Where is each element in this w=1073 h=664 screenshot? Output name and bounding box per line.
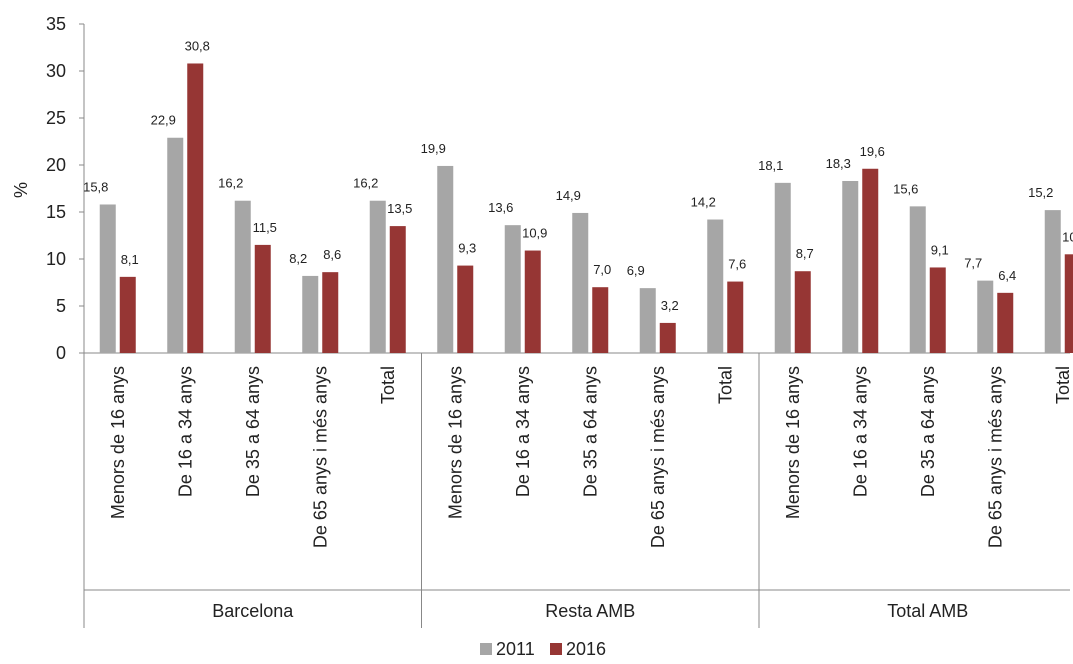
data-label-2011: 7,7 bbox=[964, 256, 982, 271]
category-label: Total bbox=[1053, 366, 1073, 404]
data-label-2016: 6,4 bbox=[998, 268, 1016, 283]
group-label: Resta AMB bbox=[545, 601, 635, 621]
data-label-2011: 14,2 bbox=[691, 195, 716, 210]
bar-2011 bbox=[167, 137, 184, 353]
data-label-2016: 7,6 bbox=[728, 257, 746, 272]
category-label: Menors de 16 anys bbox=[108, 366, 128, 519]
bar-2011 bbox=[639, 288, 656, 353]
data-label-2016: 10,9 bbox=[522, 226, 547, 241]
y-tick-label: 5 bbox=[56, 296, 66, 316]
data-label-2016: 11,5 bbox=[253, 220, 277, 235]
data-label-2016: 9,3 bbox=[458, 241, 476, 256]
bar-2011 bbox=[572, 212, 589, 353]
data-label-2011: 8,2 bbox=[289, 251, 307, 266]
bar-2016 bbox=[659, 322, 676, 353]
data-label-2016: 10,5 bbox=[1062, 229, 1073, 244]
legend-swatch-2011 bbox=[480, 643, 492, 655]
data-label-2011: 14,9 bbox=[556, 188, 581, 203]
category-label: De 16 a 34 anys bbox=[850, 366, 870, 497]
y-tick-label: 35 bbox=[46, 14, 66, 34]
bar-2011 bbox=[774, 182, 791, 353]
y-tick-label: 30 bbox=[46, 61, 66, 81]
bar-2016 bbox=[187, 63, 204, 353]
labels: 15,8 8,1 Menors de 16 anys 22,9 30,8 De 16 a … bbox=[83, 38, 1073, 621]
bar-2011 bbox=[504, 225, 521, 353]
y-tick-label: 20 bbox=[46, 155, 66, 175]
group-label: Total AMB bbox=[887, 601, 968, 621]
data-label-2011: 18,1 bbox=[758, 158, 783, 173]
category-label: De 65 anys i més anys bbox=[985, 366, 1005, 548]
category-label: De 65 anys i més anys bbox=[310, 366, 330, 548]
bar-2011 bbox=[909, 206, 926, 353]
category-label: Total bbox=[715, 366, 735, 404]
bar-2011 bbox=[977, 280, 994, 353]
bar-2011 bbox=[437, 165, 454, 353]
data-label-2016: 30,8 bbox=[185, 38, 210, 53]
data-label-2016: 13,5 bbox=[387, 201, 412, 216]
y-tick-label: 15 bbox=[46, 202, 66, 222]
y-tick-label: 10 bbox=[46, 249, 66, 269]
data-label-2011: 15,2 bbox=[1028, 185, 1053, 200]
data-label-2016: 9,1 bbox=[931, 242, 949, 257]
bar-2011 bbox=[302, 275, 319, 353]
data-label-2016: 3,2 bbox=[661, 298, 679, 313]
bar-2011 bbox=[369, 200, 386, 353]
category-label: De 35 a 64 anys bbox=[580, 366, 600, 497]
category-label: De 35 a 64 anys bbox=[243, 366, 263, 497]
bar-2016 bbox=[254, 244, 271, 353]
bar-2016 bbox=[119, 276, 136, 353]
bar-2016 bbox=[524, 250, 541, 353]
data-label-2016: 19,6 bbox=[860, 144, 885, 159]
category-label: De 16 a 34 anys bbox=[175, 366, 195, 497]
category-label: De 65 anys i més anys bbox=[648, 366, 668, 548]
legend-label-2016: 2016 bbox=[566, 639, 606, 659]
group-label: Barcelona bbox=[212, 601, 294, 621]
legend: 2011 2016 bbox=[480, 639, 606, 659]
bar-2016 bbox=[862, 168, 879, 353]
category-label: Total bbox=[378, 366, 398, 404]
bar-2011 bbox=[1044, 210, 1061, 353]
category-label: De 16 a 34 anys bbox=[513, 366, 533, 497]
bar-2011 bbox=[842, 180, 859, 353]
category-label: Menors de 16 anys bbox=[445, 366, 465, 519]
bar-2016 bbox=[389, 226, 406, 353]
bar-2016 bbox=[457, 265, 474, 353]
bar-2016 bbox=[592, 287, 609, 353]
category-label: Menors de 16 anys bbox=[783, 366, 803, 519]
category-label: De 35 a 64 anys bbox=[918, 366, 938, 497]
y-axis-title: % bbox=[11, 182, 31, 198]
bar-2011 bbox=[234, 200, 251, 353]
bar-2016 bbox=[997, 292, 1014, 353]
data-label-2011: 13,6 bbox=[488, 200, 513, 215]
data-label-2016: 8,1 bbox=[121, 252, 139, 267]
bar-2016 bbox=[929, 267, 946, 353]
data-label-2011: 15,8 bbox=[83, 179, 108, 194]
data-label-2011: 16,2 bbox=[218, 176, 243, 191]
bars bbox=[99, 63, 1073, 353]
data-label-2016: 7,0 bbox=[593, 262, 611, 277]
data-label-2011: 22,9 bbox=[151, 113, 176, 128]
bar-2016 bbox=[727, 281, 744, 353]
bar-2011 bbox=[99, 204, 116, 353]
bar-2011 bbox=[707, 219, 724, 353]
bar-2016 bbox=[322, 272, 339, 353]
data-label-2011: 19,9 bbox=[421, 141, 446, 156]
bar-2016 bbox=[794, 271, 811, 353]
data-label-2016: 8,7 bbox=[796, 246, 814, 261]
data-label-2011: 18,3 bbox=[826, 156, 851, 171]
data-label-2011: 15,6 bbox=[893, 181, 918, 196]
bar-2016 bbox=[1064, 254, 1073, 353]
legend-label-2011: 2011 bbox=[496, 639, 535, 659]
data-label-2011: 6,9 bbox=[627, 263, 645, 278]
data-label-2016: 8,6 bbox=[323, 247, 341, 262]
data-label-2011: 16,2 bbox=[353, 176, 378, 191]
legend-swatch-2016 bbox=[550, 643, 562, 655]
y-tick-label: 25 bbox=[46, 108, 66, 128]
y-tick-label: 0 bbox=[56, 343, 66, 363]
